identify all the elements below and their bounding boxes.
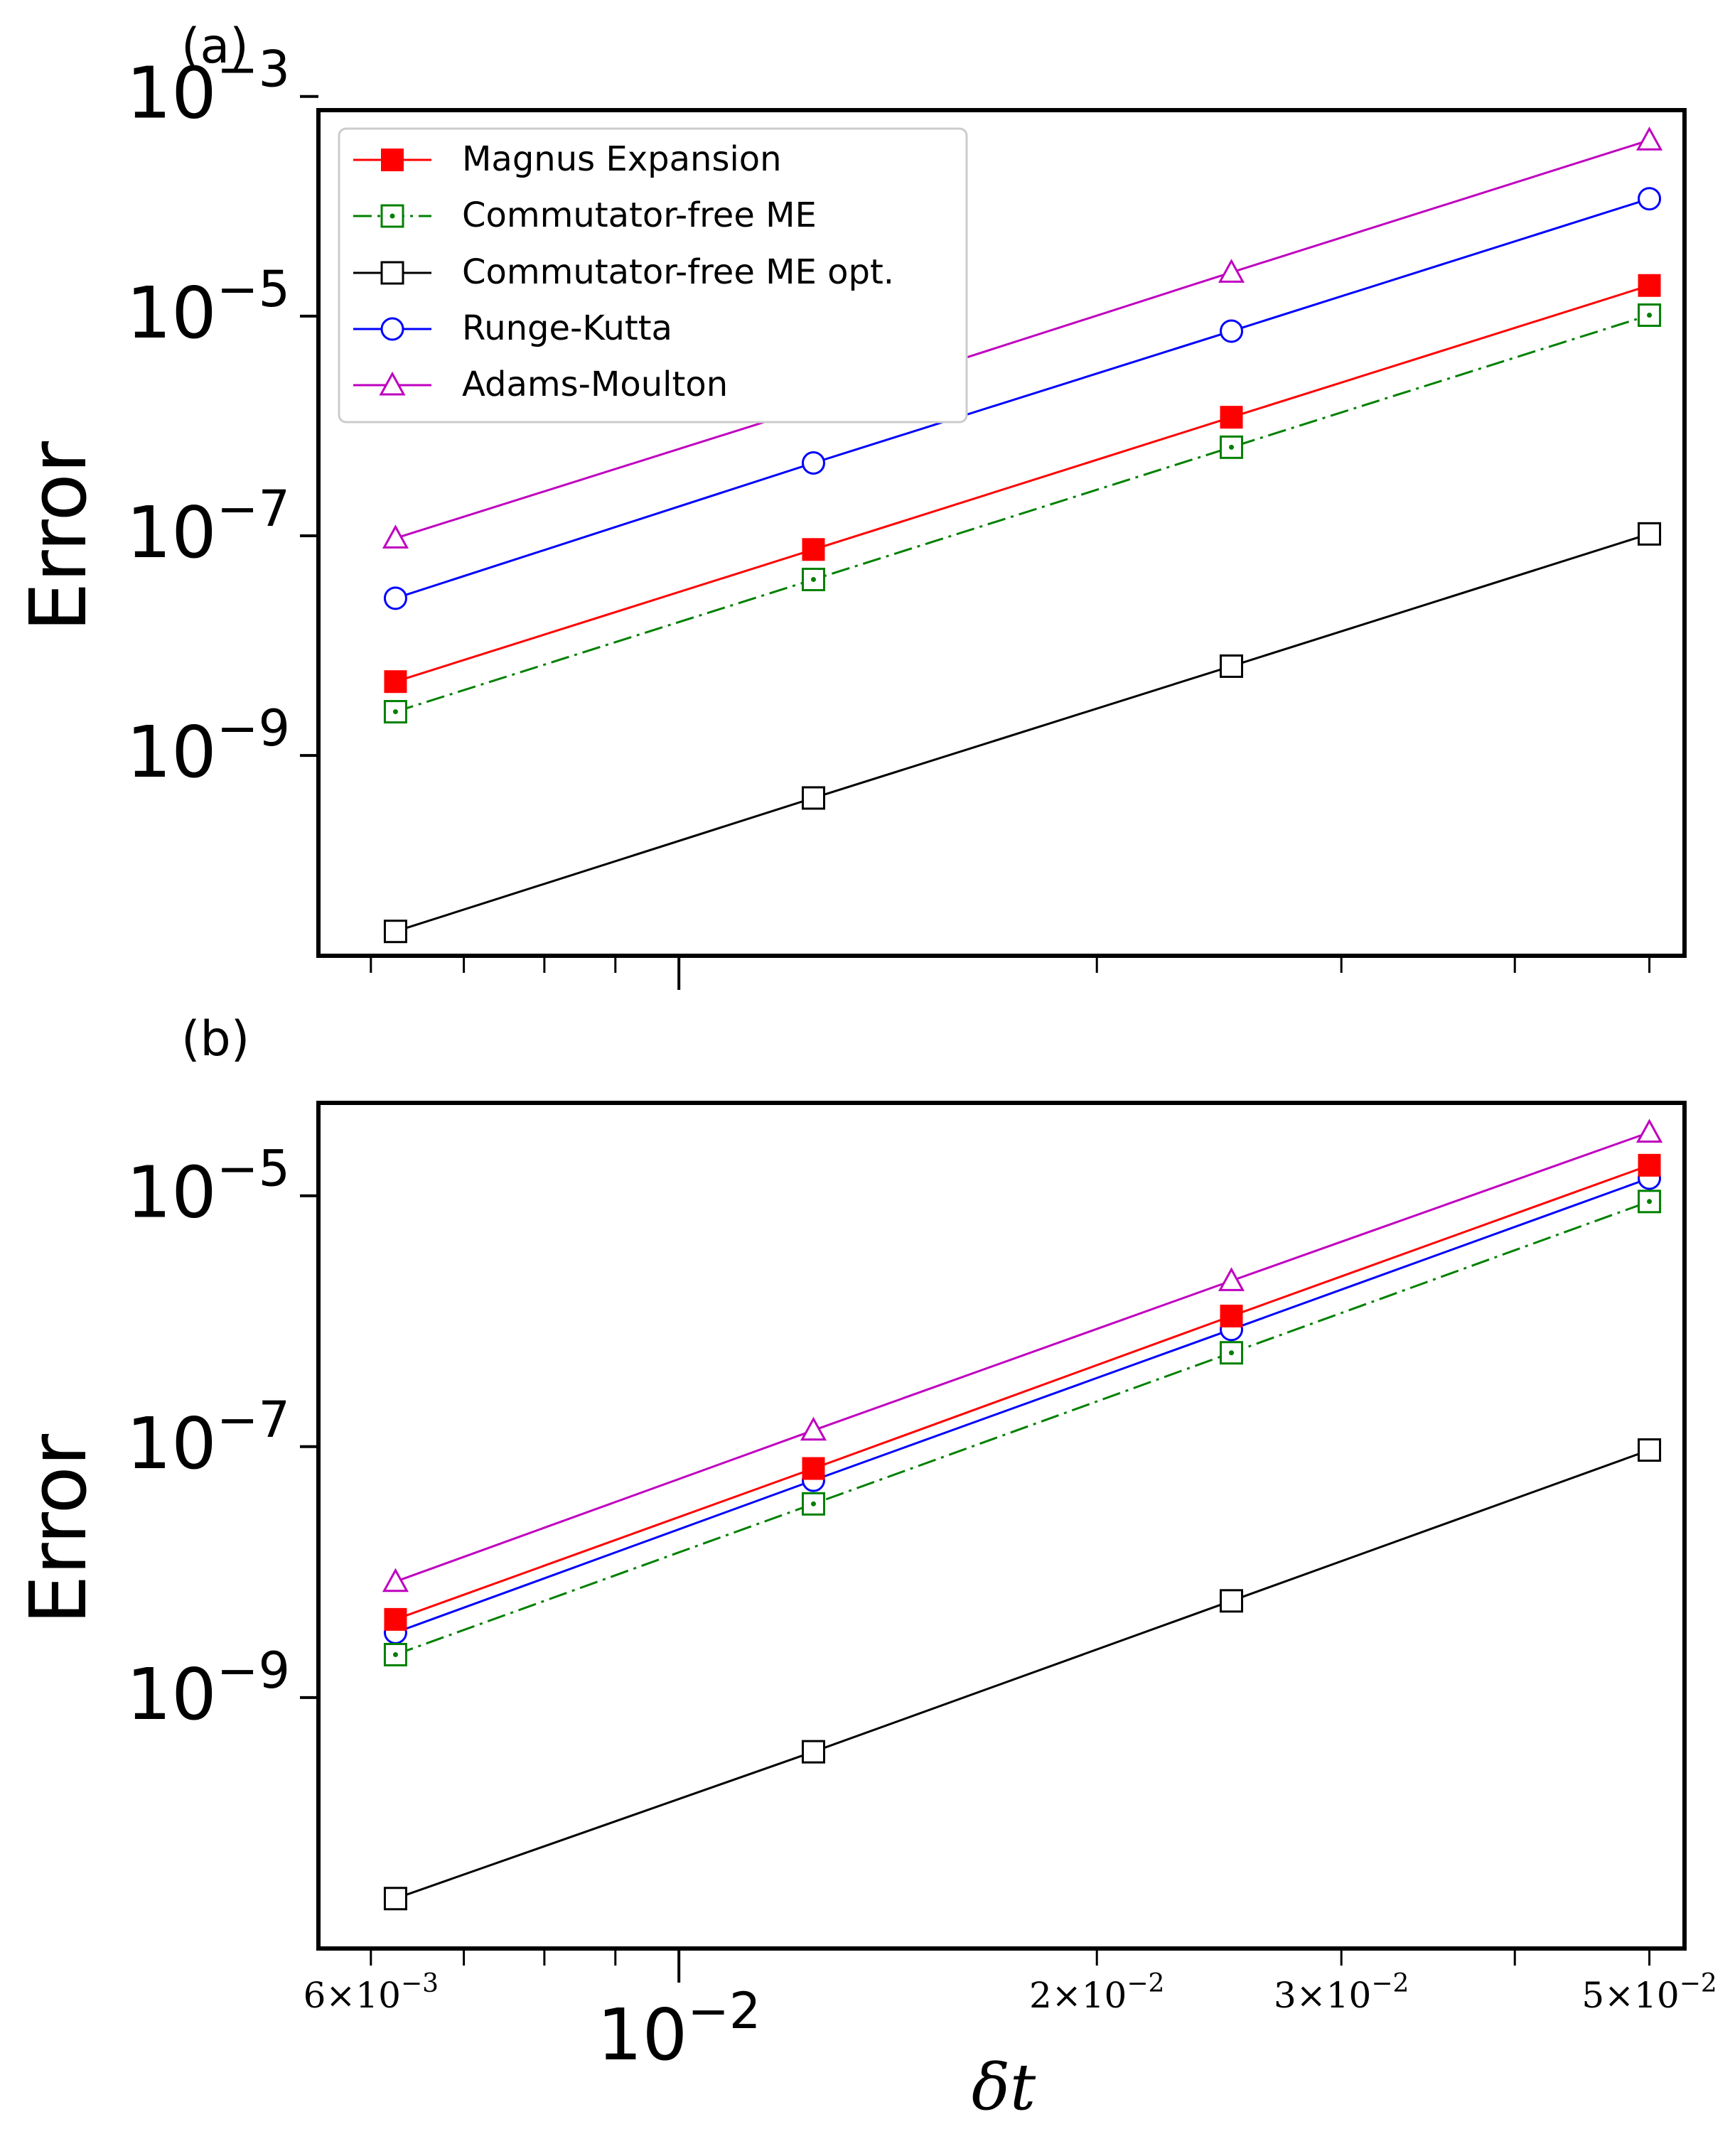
panel-b-label: (b) [181,1011,249,1067]
panel-a-line-magnus [394,284,1650,683]
panel-a-series-magnus [384,274,1661,694]
panel-b-point-magnus-3 [1638,1153,1661,1177]
panel-b-point-commutator-free-1-dot [810,1501,816,1506]
legend-label-runge-kutta: Runge-Kutta [462,308,672,348]
panel-b-point-commutator-free-opt-1 [801,1740,825,1764]
panel-a-point-magnus-2 [1220,406,1243,429]
panel-a-ylabel: Error [13,441,104,632]
panel-b-point-adams-moulton-2 [1218,1267,1245,1291]
panel-a-line-adams-moulton [394,139,1650,539]
panel-b-point-magnus-1 [802,1457,825,1480]
panel-a-label: (a) [181,18,249,75]
panel-a-ticks: 10−9 10−7 10−5 10−3 [127,41,1651,990]
panel-b-point-commutator-free-opt-3 [1638,1438,1662,1462]
panel-a-ytick-label-3: 10−3 [127,41,290,135]
panel-a-line-commutator-free [394,314,1650,713]
legend-items: Magnus Expansion Commutator-free ME Comm… [353,139,894,404]
panel-b-ytick-label-0: 10−9 [127,1642,290,1736]
legend-marker-commutator-free-dot [389,213,395,219]
panel-b-series [382,1119,1663,1911]
panel-b-line-runge-kutta [394,1177,1650,1634]
legend: Magnus Expansion Commutator-free ME Comm… [338,127,968,424]
panel-a-line-commutator-free-opt [394,532,1650,933]
panel-b-line-adams-moulton [394,1131,1650,1583]
panel-b-point-adams-moulton-3 [1636,1119,1663,1143]
panel-a-point-runge-kutta-1 [801,451,825,475]
legend-label-commutator-free-me-opt: Commutator-free ME opt. [462,252,894,292]
panel-a-point-magnus-3 [1638,274,1661,297]
panel-b-ticks: 10−9 10−7 10−5 10−2 6×10−3 2×10−2 3×10−2 5×10−2 [127,1140,1717,2076]
xtick-label-minor-1: 2×10−2 [1029,1969,1164,2016]
panel-a-series-runge-kutta [383,187,1662,610]
legend-marker-magnus [381,149,404,171]
panel-a-point-commutator-free-opt-0 [383,920,407,944]
panel-b: (b) Error 10−9 10−7 10−5 10−2 6×10−3 2×10−2 3×… [13,1011,1717,2076]
panel-a-point-adams-moulton-2 [1218,259,1245,283]
panel-a-point-adams-moulton-0 [382,524,409,549]
x-axis-label: δt [972,2050,1036,2125]
legend-marker-commutator-free-opt [380,261,404,285]
panel-a-point-commutator-free-opt-2 [1220,654,1244,678]
panel-a-series-commutator-free [383,303,1662,724]
panel-b-point-commutator-free-opt-0 [383,1887,407,1911]
panel-a-point-commutator-free-0-dot [392,709,398,715]
legend-item-commutator-free-me-opt: Commutator-free ME opt. [353,252,894,292]
legend-item-adams-moulton: Adams-Moulton [353,365,728,404]
panel-b-point-commutator-free-0-dot [392,1651,398,1657]
xtick-label-minor-3: 5×10−2 [1581,1969,1716,2016]
panel-a-series [382,126,1663,944]
panel-b-ytick-label-1: 10−7 [127,1391,290,1485]
panel-a-point-commutator-free-3-dot [1647,312,1653,318]
legend-item-commutator-free-me: Commutator-free ME [353,195,817,235]
panel-b-point-adams-moulton-1 [800,1416,827,1441]
panel-b-ytick-label-2: 10−5 [127,1140,290,1234]
xtick-label-minor-2: 3×10−2 [1274,1969,1409,2016]
panel-b-series-magnus [384,1153,1661,1631]
panel-b-series-adams-moulton [382,1119,1663,1592]
legend-marker-adams-moulton [379,371,406,396]
legend-item-runge-kutta: Runge-Kutta [353,308,672,348]
panel-a-ytick-label-1: 10−7 [127,480,290,574]
xtick-label-minor-0: 6×10−3 [303,1969,439,2016]
panel-b-point-commutator-free-2-dot [1229,1350,1235,1356]
panel-a-point-runge-kutta-3 [1638,187,1662,211]
panel-b-series-commutator-free-opt [383,1438,1662,1911]
panel-a-line-runge-kutta [394,198,1650,600]
panel-a-point-commutator-free-opt-3 [1638,522,1662,546]
panel-a-ytick-label-0: 10−9 [127,699,290,794]
panel-b-point-adams-moulton-0 [382,1568,409,1592]
panel-b-series-commutator-free [383,1190,1662,1666]
legend-frame [338,127,968,424]
panel-a-point-commutator-free-2-dot [1229,444,1235,450]
legend-label-commutator-free-me: Commutator-free ME [462,195,817,235]
panel-b-line-commutator-free-opt [394,1449,1650,1900]
panel-b-point-commutator-free-opt-2 [1220,1589,1244,1613]
legend-item-magnus-expansion: Magnus Expansion [353,139,782,179]
panel-a-point-runge-kutta-0 [383,586,407,610]
panel-a-point-magnus-0 [384,670,407,694]
panel-a-point-magnus-1 [802,538,825,561]
x-axis-label-t: t [1010,2050,1036,2125]
legend-marker-runge-kutta [380,317,404,341]
panel-a: (a) Error 10−9 10−7 10−5 10−3 Magnus Expans… [13,18,1687,990]
panel-a-point-runge-kutta-2 [1220,319,1244,343]
panel-a-frame [316,108,1687,958]
panel-a-series-commutator-free-opt [383,522,1662,944]
panel-b-point-magnus-2 [1220,1304,1243,1327]
panel-a-ytick-label-2: 10−5 [127,260,290,355]
xtick-label-major: 10−2 [597,1982,761,2076]
panel-b-line-magnus [394,1164,1650,1621]
x-axis-label-delta: δ [972,2050,1010,2125]
panel-b-line-commutator-free [394,1200,1650,1656]
panel-b-point-commutator-free-3-dot [1647,1199,1653,1204]
panel-b-frame [316,1101,1687,1951]
legend-label-magnus-expansion: Magnus Expansion [462,139,782,179]
panel-b-point-magnus-0 [384,1607,407,1631]
panel-b-ylabel: Error [13,1433,104,1624]
panel-a-point-commutator-free-opt-1 [801,786,825,810]
legend-label-adams-moulton: Adams-Moulton [462,365,728,404]
panel-a-point-adams-moulton-3 [1636,126,1663,151]
panel-a-point-commutator-free-1-dot [810,576,816,582]
